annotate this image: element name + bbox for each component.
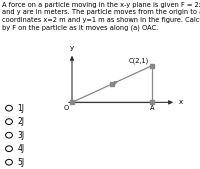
Text: A force on a particle moving in the x-y plane is given F = 2xyi + x²j , where x
: A force on a particle moving in the x-y … (2, 1, 200, 31)
Text: y: y (70, 45, 74, 51)
Text: 2J: 2J (17, 117, 24, 126)
Text: 5J: 5J (17, 158, 25, 167)
Text: 3J: 3J (17, 131, 25, 140)
Text: O: O (64, 105, 69, 111)
Text: 1J: 1J (17, 104, 24, 113)
Text: A: A (150, 105, 154, 111)
Text: C(2,1): C(2,1) (129, 57, 149, 64)
Text: 4J: 4J (17, 144, 25, 153)
Text: x: x (179, 99, 183, 105)
